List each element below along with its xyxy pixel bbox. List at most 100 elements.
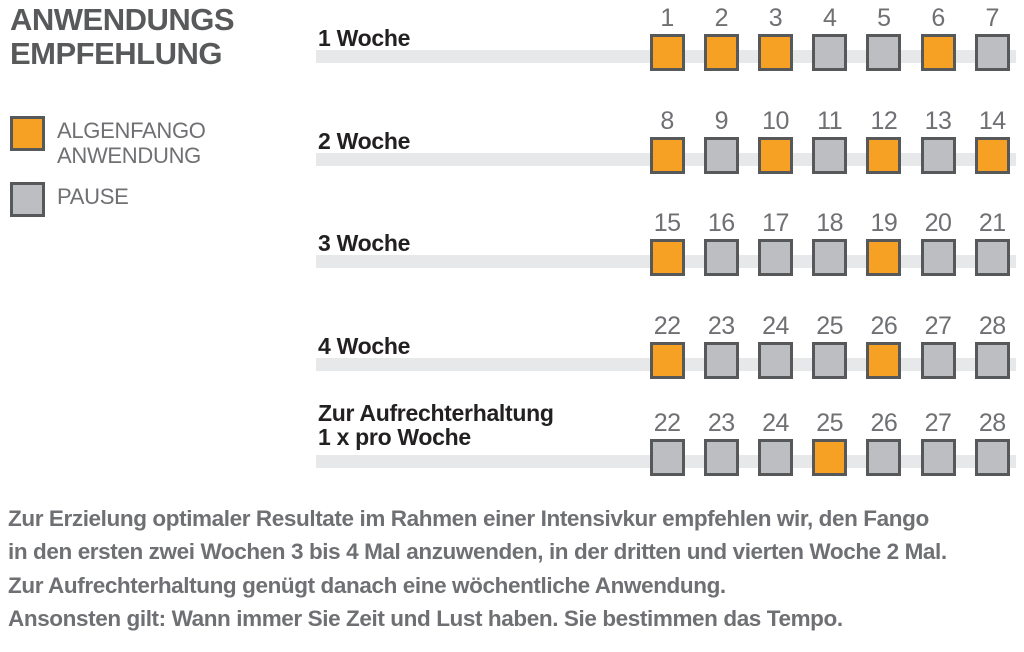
week-label: Zur Aufrechterhaltung 1 x pro Woche	[318, 401, 554, 449]
day-cell: 27	[911, 312, 965, 379]
day-square-pause	[757, 239, 793, 276]
day-cell: 6	[911, 4, 965, 71]
day-cell: 23	[694, 312, 748, 379]
day-number: 5	[877, 4, 891, 32]
day-square-pause	[920, 137, 956, 174]
week-row: 3 Woche 15 16 17 18 19 20 21	[0, 209, 1024, 291]
day-cell: 22	[640, 312, 694, 379]
day-cell: 24	[748, 409, 802, 476]
day-cell: 12	[857, 107, 911, 174]
day-number: 8	[660, 107, 674, 135]
day-cell: 26	[857, 312, 911, 379]
week-label-line: 2 Woche	[318, 128, 411, 154]
day-square-pause	[920, 439, 956, 476]
day-square-pause	[866, 439, 902, 476]
day-cell: 4	[803, 4, 857, 71]
day-square-anwendung	[866, 342, 902, 379]
legend-item-anwendung: ALGENFANGO ANWENDUNG	[10, 116, 206, 168]
days-row: 8 9 10 11 12 13 14	[640, 107, 1019, 174]
day-cell: 1	[640, 4, 694, 71]
week-row: Zur Aufrechterhaltung 1 x pro Woche 22 23 24…	[0, 401, 1024, 491]
day-number: 22	[653, 409, 681, 437]
day-cell: 22	[640, 409, 694, 476]
day-number: 15	[653, 209, 681, 237]
day-cell: 16	[694, 209, 748, 276]
day-cell: 5	[857, 4, 911, 71]
week-label-line: 3 Woche	[318, 230, 411, 256]
day-cell: 27	[911, 409, 965, 476]
days-row: 15 16 17 18 19 20 21	[640, 209, 1019, 276]
week-label: 2 Woche	[318, 129, 410, 153]
day-number: 26	[870, 409, 898, 437]
day-square-pause	[703, 137, 739, 174]
day-number: 11	[817, 107, 843, 135]
day-square-anwendung	[866, 137, 902, 174]
day-cell: 10	[748, 107, 802, 174]
day-cell: 17	[748, 209, 802, 276]
day-square-anwendung	[757, 34, 793, 71]
day-number: 4	[822, 4, 837, 32]
legend-item-pause: PAUSE	[10, 182, 129, 217]
week-row: 4 Woche 22 23 24 25 26 27 28	[0, 312, 1024, 394]
day-number: 25	[816, 312, 844, 340]
day-square-pause	[974, 342, 1010, 379]
day-cell: 3	[748, 4, 802, 71]
day-cell: 20	[911, 209, 965, 276]
day-number: 9	[714, 107, 729, 135]
week-row: 2 Woche 8 9 10 11 12 13 14	[0, 107, 1024, 189]
day-number: 26	[870, 312, 898, 340]
day-cell: 28	[965, 312, 1019, 379]
day-number: 27	[924, 409, 952, 437]
week-label-line: Zur Aufrechterhaltung	[318, 400, 554, 426]
days-row: 22 23 24 25 26 27 28	[640, 409, 1019, 476]
legend-label-pause: PAUSE	[57, 184, 129, 217]
day-cell: 26	[857, 409, 911, 476]
day-square-pause	[974, 439, 1010, 476]
page-title-line2: EMPFEHLUNG	[10, 36, 223, 71]
footer-line: Ansonsten gilt: Wann immer Sie Zeit und …	[8, 606, 843, 632]
day-number: 2	[714, 4, 729, 32]
day-number: 14	[978, 107, 1006, 135]
legend-label-line: ANWENDUNG	[57, 143, 201, 168]
day-number: 3	[768, 4, 783, 32]
day-square-pause	[812, 342, 848, 379]
footer-line: Zur Erzielung optimaler Resultate im Rah…	[8, 506, 929, 531]
anwendung-swatch-icon	[10, 116, 45, 151]
day-square-pause	[703, 439, 739, 476]
day-cell: 15	[640, 209, 694, 276]
legend-label-line: PAUSE	[57, 184, 129, 209]
day-number: 13	[924, 107, 952, 135]
day-square-pause	[974, 34, 1010, 71]
week-label: 3 Woche	[318, 231, 410, 255]
week-row: 1 Woche 1 2 3 4 5 6 7	[0, 4, 1024, 86]
day-cell: 14	[965, 107, 1019, 174]
day-square-anwendung	[920, 34, 956, 71]
days-row: 1 2 3 4 5 6 7	[640, 4, 1019, 71]
day-number: 28	[978, 409, 1006, 437]
day-square-anwendung	[649, 34, 685, 71]
day-square-pause	[812, 34, 848, 71]
day-cell: 21	[965, 209, 1019, 276]
day-square-pause	[974, 239, 1010, 276]
day-square-anwendung	[974, 137, 1010, 174]
day-square-pause	[757, 439, 793, 476]
day-number: 20	[924, 209, 952, 237]
day-number: 1	[660, 4, 674, 32]
footer-line: in den ersten zwei Wochen 3 bis 4 Mal an…	[8, 539, 947, 565]
day-square-pause	[649, 439, 685, 476]
day-square-anwendung	[866, 239, 902, 276]
day-number: 23	[707, 312, 735, 340]
week-label-line: 1 Woche	[318, 25, 411, 51]
day-number: 24	[762, 409, 789, 437]
legend-label-anwendung: ALGENFANGO ANWENDUNG	[57, 118, 206, 168]
day-square-anwendung	[757, 137, 793, 174]
footer-line: Zur Aufrechterhaltung genügt danach eine…	[8, 572, 726, 598]
day-cell: 13	[911, 107, 965, 174]
day-square-anwendung	[649, 239, 685, 276]
footer-text: Zur Erzielung optimaler Resultate im Rah…	[8, 502, 947, 636]
day-number: 22	[653, 312, 681, 340]
day-number: 6	[931, 4, 945, 32]
day-square-anwendung	[649, 137, 685, 174]
week-label: 4 Woche	[318, 334, 410, 358]
day-square-pause	[866, 34, 902, 71]
